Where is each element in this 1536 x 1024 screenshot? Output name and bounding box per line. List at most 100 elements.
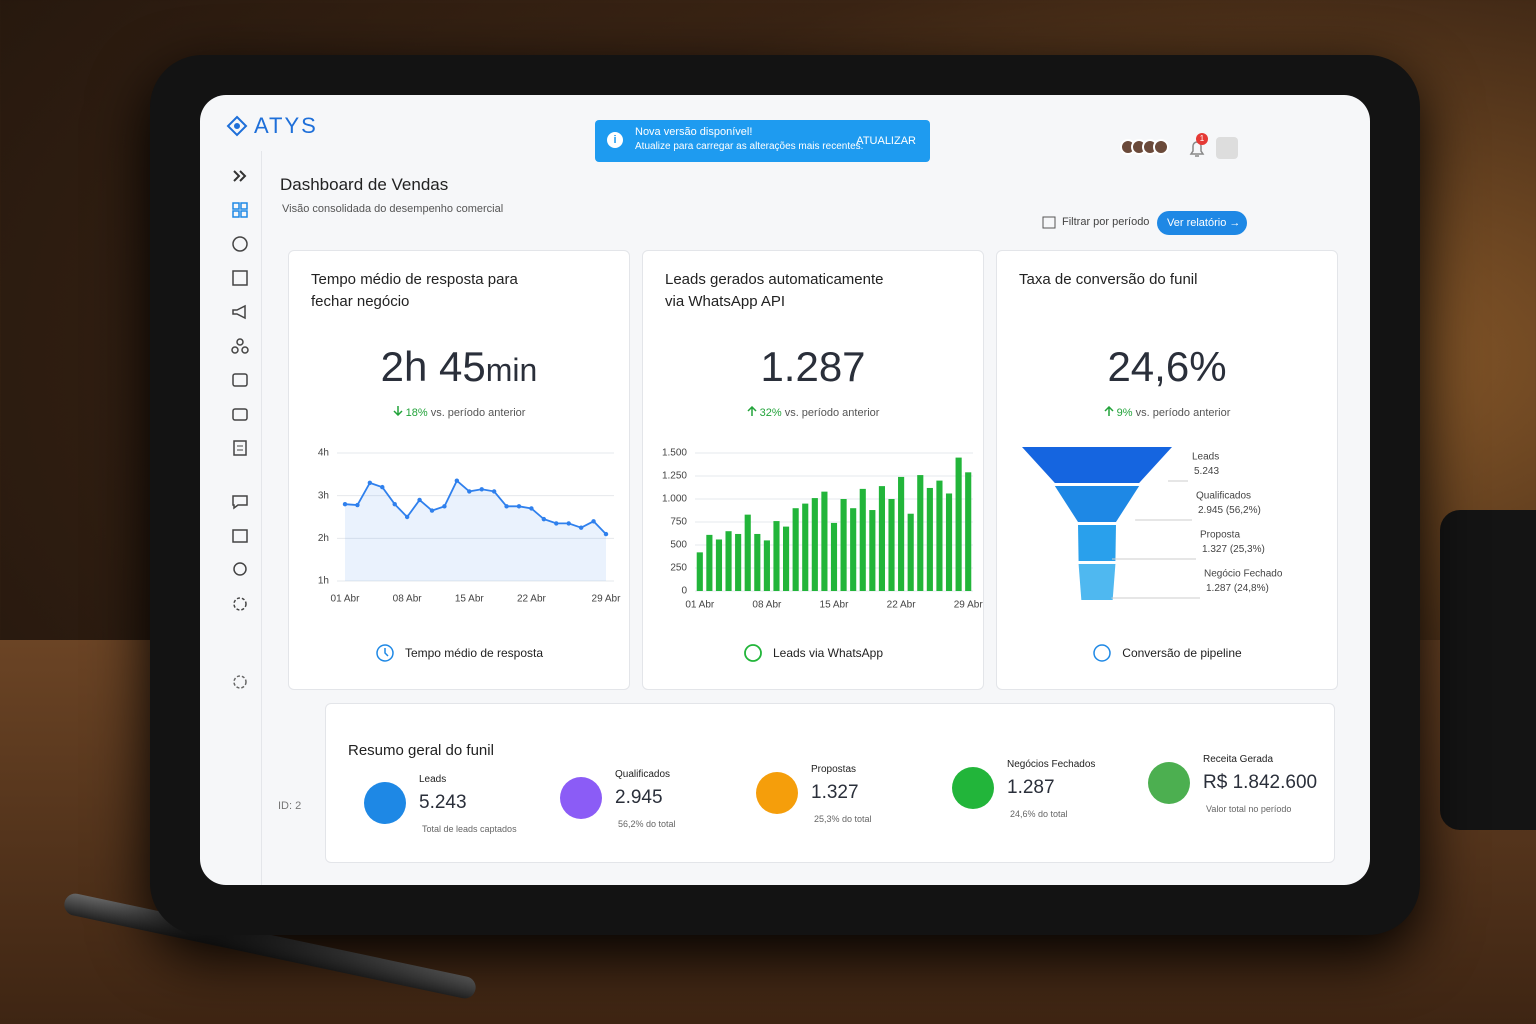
update-banner: i Nova versão disponível! Atualize para ca… bbox=[595, 120, 930, 162]
nav-icon[interactable] bbox=[231, 269, 249, 287]
nav-icon[interactable] bbox=[231, 405, 249, 423]
y-tick-label: 2h bbox=[318, 533, 329, 544]
bar bbox=[926, 487, 933, 591]
change-value: 9% bbox=[1116, 407, 1133, 419]
user-avatar[interactable] bbox=[1216, 137, 1238, 159]
summary-label: Qualificados bbox=[615, 769, 671, 780]
funnel-value-label: 2.945 bbox=[1198, 505, 1223, 516]
summary-value: R$ 1.842.600 bbox=[1203, 772, 1318, 793]
summary-note: 25,3% do total bbox=[814, 814, 872, 824]
page-title: Dashboard de Vendas bbox=[280, 175, 449, 194]
whatsapp-icon bbox=[744, 644, 762, 662]
line-point bbox=[367, 480, 373, 486]
kpi-card: Taxa de conversão do funil 24,6% 9% vs. … bbox=[996, 250, 1338, 690]
funnel-label: Qualificados bbox=[1196, 491, 1251, 502]
summary-item: Receita Gerada R$ 1.842.600 Valor total no… bbox=[1148, 754, 1348, 834]
bar bbox=[850, 508, 857, 591]
summary-title: Resumo geral do funil bbox=[348, 742, 494, 759]
banner-title: Nova versão disponível! bbox=[635, 126, 753, 138]
funnel-stage bbox=[1078, 564, 1116, 600]
summary-item: Propostas 1.327 25,3% do total bbox=[756, 764, 956, 844]
x-tick-label: 01 Abr bbox=[685, 600, 715, 611]
bar bbox=[783, 526, 790, 591]
summary-item: Qualificados 2.945 56,2% do total bbox=[560, 769, 760, 849]
nav-icon[interactable] bbox=[231, 561, 249, 579]
bar-chart: 0 250 500 750 1.000 1.250 1.500 01 Abr 08 Abr 15 … bbox=[662, 448, 984, 611]
nav-icon[interactable] bbox=[231, 595, 249, 613]
bar bbox=[754, 533, 761, 591]
card-title: Leads gerados automaticamente via WhatsA… bbox=[665, 271, 884, 310]
bar bbox=[907, 513, 914, 591]
bar bbox=[869, 510, 876, 591]
summary-value: 1.327 bbox=[811, 782, 859, 803]
logo-icon bbox=[226, 115, 248, 137]
x-tick-label: 22 Abr bbox=[517, 594, 547, 605]
y-tick-label: 1.500 bbox=[662, 448, 687, 459]
card-title: Taxa de conversão do funil bbox=[1019, 271, 1198, 288]
line-point bbox=[591, 519, 596, 524]
y-tick-label: 500 bbox=[670, 540, 687, 551]
line bbox=[344, 479, 607, 535]
y-tick-label: 0 bbox=[681, 586, 687, 597]
bar bbox=[706, 534, 713, 591]
line-point bbox=[541, 516, 547, 522]
arrow-up bbox=[747, 405, 757, 416]
summary-note: Valor total no período bbox=[1206, 804, 1292, 814]
settings-icon[interactable] bbox=[231, 673, 249, 691]
nav-icon[interactable] bbox=[231, 201, 249, 219]
nav-icon[interactable] bbox=[231, 235, 249, 253]
x-tick-label: 22 Abr bbox=[887, 600, 917, 611]
update-button[interactable]: ATUALIZAR bbox=[856, 135, 916, 147]
footer-label: Conversão de pipeline bbox=[1122, 646, 1242, 660]
info-icon: i bbox=[607, 132, 623, 148]
y-tick-label: 750 bbox=[670, 517, 687, 528]
metric-unit: min bbox=[485, 352, 538, 388]
nav-icon[interactable] bbox=[231, 527, 249, 545]
line-point bbox=[554, 521, 559, 526]
funnel-label: Negócio Fechado bbox=[1204, 569, 1283, 580]
funnel-stage bbox=[1078, 525, 1116, 561]
y-tick-label: 250 bbox=[670, 563, 687, 574]
metric-value: 2h 45 bbox=[380, 343, 486, 390]
bar bbox=[744, 514, 751, 591]
summary-icon bbox=[364, 782, 406, 824]
summary-label: Negócios Fechados bbox=[1007, 759, 1096, 770]
card-metric: 24,6% bbox=[997, 343, 1337, 391]
x-tick-label: 15 Abr bbox=[455, 594, 485, 605]
line-point bbox=[392, 502, 397, 507]
summary-item: Negócios Fechados 1.287 24,6% do total bbox=[952, 759, 1152, 839]
funnel-value-label: 5.243 bbox=[1194, 466, 1219, 477]
funnel-label: Proposta bbox=[1200, 530, 1240, 541]
bar bbox=[792, 508, 799, 591]
nav-icon[interactable] bbox=[230, 337, 249, 355]
bar bbox=[965, 472, 972, 591]
filter-label: Filtrar por período bbox=[1062, 216, 1150, 228]
line-point bbox=[603, 531, 609, 537]
logo[interactable]: ATYS bbox=[226, 113, 318, 139]
funnel-value: 5.243 bbox=[1194, 466, 1219, 477]
bar bbox=[859, 488, 866, 591]
footer-label: Tempo médio de resposta bbox=[404, 646, 544, 660]
nav-icon[interactable] bbox=[231, 303, 249, 321]
bar bbox=[830, 522, 838, 591]
x-tick-label: 29 Abr bbox=[954, 600, 984, 611]
period-filter[interactable]: Filtrar por período bbox=[1042, 215, 1149, 229]
expand-icon[interactable] bbox=[231, 167, 249, 185]
bar bbox=[802, 503, 809, 591]
x-tick-label: 29 Abr bbox=[592, 594, 622, 605]
summary-value: 1.287 bbox=[1007, 777, 1055, 798]
notification-badge: 1 bbox=[1196, 133, 1208, 145]
summary-item: Leads 5.243 Total de leads captados bbox=[364, 774, 564, 854]
card-footer: Conversão de pipeline bbox=[997, 643, 1337, 663]
bar bbox=[821, 491, 828, 591]
funnel-share-label: (24,8%) bbox=[1234, 583, 1269, 594]
report-button[interactable]: Ver relatório → bbox=[1157, 211, 1247, 235]
nav-icon[interactable] bbox=[231, 371, 249, 389]
funnel-value-label: 1.287 bbox=[1206, 583, 1231, 594]
nav-icon[interactable] bbox=[231, 493, 249, 511]
nav-icon[interactable] bbox=[231, 439, 249, 457]
arrow-up bbox=[1104, 405, 1114, 416]
summary-icon bbox=[756, 772, 798, 814]
change-value: 18% bbox=[405, 407, 428, 419]
